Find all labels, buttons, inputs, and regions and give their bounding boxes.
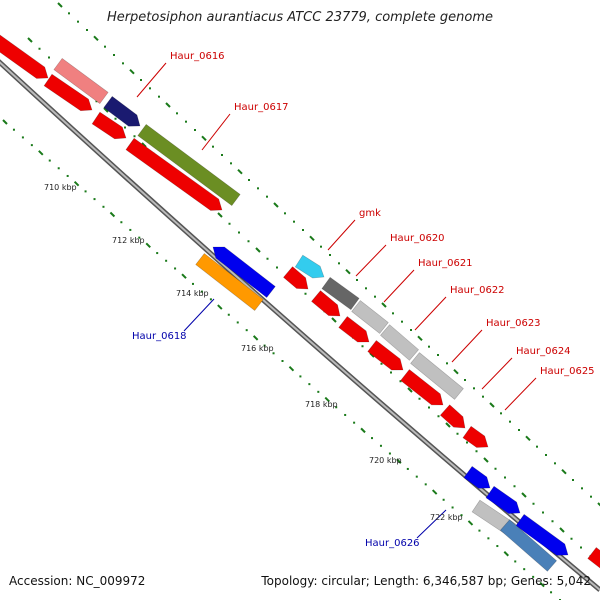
- accession-text: Accession: NC_009972: [9, 574, 146, 588]
- gene-arrow-red-3[interactable]: [91, 111, 127, 140]
- gene-label-haur-0621[interactable]: Haur_0621: [418, 258, 473, 269]
- leader-line: [383, 269, 415, 303]
- kbp-label-716-kbp: 716 kbp: [241, 344, 274, 353]
- kbp-label-722-kbp: 722 kbp: [430, 513, 463, 522]
- genome-backbone: [0, 61, 600, 591]
- gene-arrow-red-10[interactable]: [439, 404, 466, 429]
- gene-arrow-blue-2[interactable]: [485, 485, 521, 514]
- leader-line: [504, 377, 537, 411]
- backbone-layer: [0, 59, 600, 592]
- leader-line: [183, 298, 215, 332]
- gene-arrow-haur0621-gray[interactable]: [351, 300, 389, 334]
- gene-arrow-red-11[interactable]: [462, 425, 489, 448]
- leader-line: [136, 62, 167, 98]
- kbp-label-718-kbp: 718 kbp: [305, 400, 338, 409]
- gene-arrow-haur0622-gray[interactable]: [380, 324, 419, 361]
- gene-arrow-haur0620-darkgray[interactable]: [321, 276, 360, 311]
- gene-label-haur-0620[interactable]: Haur_0620: [390, 233, 445, 244]
- map-title: Herpetosiphon aurantiacus ATCC 23779, co…: [106, 10, 494, 25]
- gene-arrow-red-5[interactable]: [283, 266, 309, 290]
- gene-label-haur-0617[interactable]: Haur_0617: [234, 102, 289, 113]
- gene-label-gmk[interactable]: gmk: [359, 208, 381, 219]
- leader-lines-layer: [136, 62, 537, 539]
- gene-label-haur-0618[interactable]: Haur_0618: [132, 331, 187, 342]
- gene-arrow-red-8[interactable]: [367, 340, 404, 371]
- topology-summary: Topology: circular; Length: 6,346,587 bp…: [261, 574, 591, 588]
- leader-line: [416, 509, 447, 539]
- gene-arrow-red-7[interactable]: [338, 316, 370, 343]
- outer-tick-row-1: [57, 2, 600, 507]
- leader-line: [327, 219, 356, 251]
- leader-line: [201, 113, 231, 151]
- gene-arrow-haur0617-red[interactable]: [125, 137, 223, 211]
- kbp-label-710-kbp: 710 kbp: [44, 183, 77, 192]
- gene-arrow-red-9[interactable]: [400, 369, 444, 406]
- kbp-label-720-kbp: 720 kbp: [369, 456, 402, 465]
- gene-arrow-red-1[interactable]: [0, 34, 49, 79]
- inner-tick-row: [2, 119, 561, 600]
- gene-label-haur-0625[interactable]: Haur_0625: [540, 366, 595, 377]
- gene-arrow-orange[interactable]: [195, 253, 264, 311]
- gene-arrow-navy[interactable]: [103, 95, 141, 127]
- gene-arrow-red-6[interactable]: [311, 290, 341, 317]
- kbp-label-714-kbp: 714 kbp: [176, 289, 209, 298]
- gene-arrow-steelblue[interactable]: [499, 519, 558, 572]
- gene-arrow-red-2[interactable]: [43, 73, 93, 112]
- gene-label-haur-0616[interactable]: Haur_0616: [170, 51, 225, 62]
- gene-label-haur-0626[interactable]: Haur_0626: [365, 538, 420, 549]
- features-layer[interactable]: [0, 34, 600, 572]
- gene-label-haur-0623[interactable]: Haur_0623: [486, 318, 541, 329]
- gene-arrow-haur0623-gray[interactable]: [410, 352, 464, 400]
- gene-arrow-gmk-cyan[interactable]: [294, 254, 325, 279]
- gene-arrow-blue-1[interactable]: [463, 465, 491, 489]
- kbp-label-712-kbp: 712 kbp: [112, 236, 145, 245]
- gene-arrow-olive[interactable]: [137, 123, 241, 207]
- leader-line: [481, 357, 513, 390]
- gene-label-haur-0622[interactable]: Haur_0622: [450, 285, 505, 296]
- gene-arrow-haur0616-pink[interactable]: [53, 57, 109, 105]
- leader-line: [414, 296, 447, 331]
- leader-line: [355, 244, 387, 277]
- gene-label-haur-0624[interactable]: Haur_0624: [516, 346, 571, 357]
- leader-line: [451, 329, 483, 363]
- gene-arrow-haur0618-blue[interactable]: [212, 246, 276, 298]
- gene-arrow-blue-3[interactable]: [515, 513, 569, 556]
- gene-arrow-red-12[interactable]: [587, 547, 600, 569]
